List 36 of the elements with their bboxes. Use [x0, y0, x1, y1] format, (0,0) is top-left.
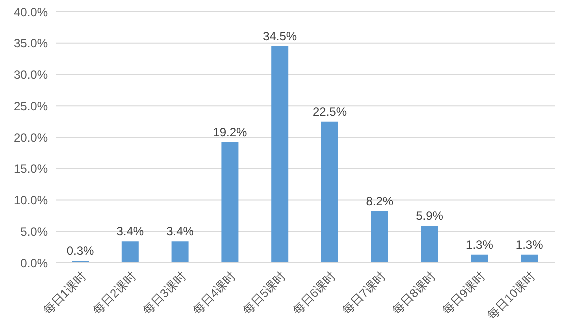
data-label: 1.3%	[466, 238, 494, 252]
data-label: 3.4%	[116, 224, 144, 239]
bar	[272, 46, 289, 263]
x-tick-label: 每日5课时	[240, 269, 289, 318]
data-label: 22.5%	[312, 104, 348, 119]
x-tick-label: 每日8课时	[390, 269, 438, 318]
y-tick-label: 30.0%	[14, 68, 48, 82]
x-tick-label: 每日3课时	[140, 269, 189, 318]
bar	[172, 242, 189, 263]
bar	[471, 254, 488, 263]
data-label: 3.4%	[166, 224, 194, 239]
y-tick-label: 25.0%	[14, 99, 48, 114]
data-label: 8.2%	[366, 194, 394, 209]
x-tick-label: 每日2课时	[90, 269, 139, 318]
data-label: 19.2%	[213, 126, 248, 140]
bar	[222, 142, 239, 263]
data-label: 0.3%	[66, 244, 94, 258]
y-tick-label: 0.0%	[20, 256, 48, 270]
bar	[521, 254, 538, 263]
data-label: 34.5%	[263, 30, 298, 44]
y-tick-label: 10.0%	[14, 194, 48, 208]
bar	[322, 122, 338, 263]
y-tick-label: 15.0%	[14, 162, 48, 176]
x-tick-label: 每日4课时	[190, 269, 239, 318]
y-tick-label: 20.0%	[14, 130, 48, 145]
y-tick-label: 35.0%	[14, 36, 48, 51]
bar	[122, 242, 139, 263]
x-tick-label: 每日7课时	[340, 269, 388, 318]
y-tick-label: 5.0%	[20, 224, 48, 239]
data-label: 1.3%	[516, 238, 544, 252]
data-label: 5.9%	[416, 208, 444, 223]
bar	[421, 226, 438, 263]
x-tick-label: 每日6课时	[290, 269, 339, 318]
x-tick-label: 每日1课时	[40, 269, 90, 318]
bar	[371, 212, 388, 263]
y-tick-label: 40.0%	[14, 5, 48, 20]
